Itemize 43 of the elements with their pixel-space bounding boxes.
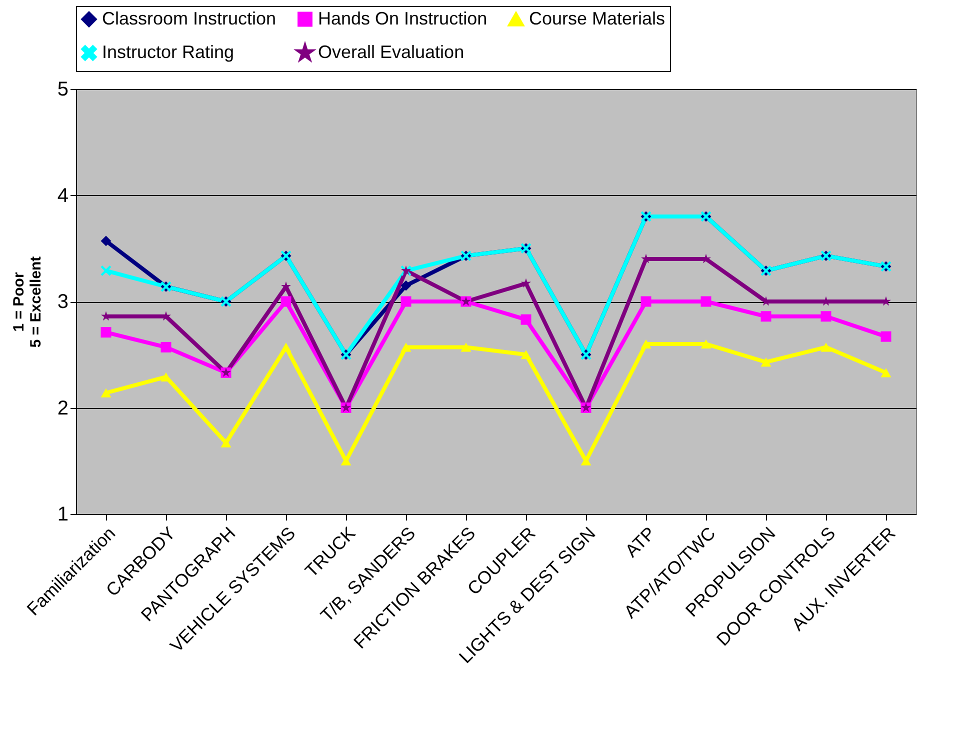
point <box>400 280 412 291</box>
y-tick-label: 5 <box>57 78 68 100</box>
point <box>880 368 892 378</box>
point <box>280 296 292 307</box>
point <box>161 311 171 321</box>
point <box>641 254 651 264</box>
point <box>700 296 712 307</box>
point <box>100 388 112 398</box>
y-tick-label: 1 <box>57 504 68 526</box>
legend-label: Hands On Instruction <box>318 8 488 28</box>
point <box>761 296 771 306</box>
point <box>521 278 531 288</box>
legend-label: Overall Evaluation <box>318 42 464 62</box>
point <box>640 296 652 307</box>
point <box>100 236 112 246</box>
y-tick-label: 4 <box>57 184 68 207</box>
point <box>101 311 111 321</box>
point <box>640 339 652 349</box>
y-axis-title: 1 = Poor 5 = Excellent <box>10 256 44 348</box>
point <box>520 314 532 325</box>
point <box>821 296 831 306</box>
point <box>280 342 292 352</box>
legend-label: Instructor Rating <box>102 42 234 62</box>
point <box>220 438 232 448</box>
legend-label: Course Materials <box>529 8 666 29</box>
point <box>760 358 772 367</box>
point <box>100 327 112 338</box>
point <box>820 342 832 352</box>
point <box>820 311 832 322</box>
point <box>100 265 112 276</box>
y-tick-label: 3 <box>57 291 68 313</box>
point <box>880 331 892 342</box>
point <box>700 339 712 349</box>
point <box>460 342 472 352</box>
point <box>881 296 891 306</box>
point <box>160 342 172 352</box>
point <box>701 254 711 264</box>
y-tick-label: 2 <box>57 397 68 420</box>
point <box>760 311 772 322</box>
point <box>400 342 412 352</box>
point <box>400 296 412 307</box>
point <box>520 350 532 360</box>
legend-label: Classroom Instruction <box>102 8 276 28</box>
